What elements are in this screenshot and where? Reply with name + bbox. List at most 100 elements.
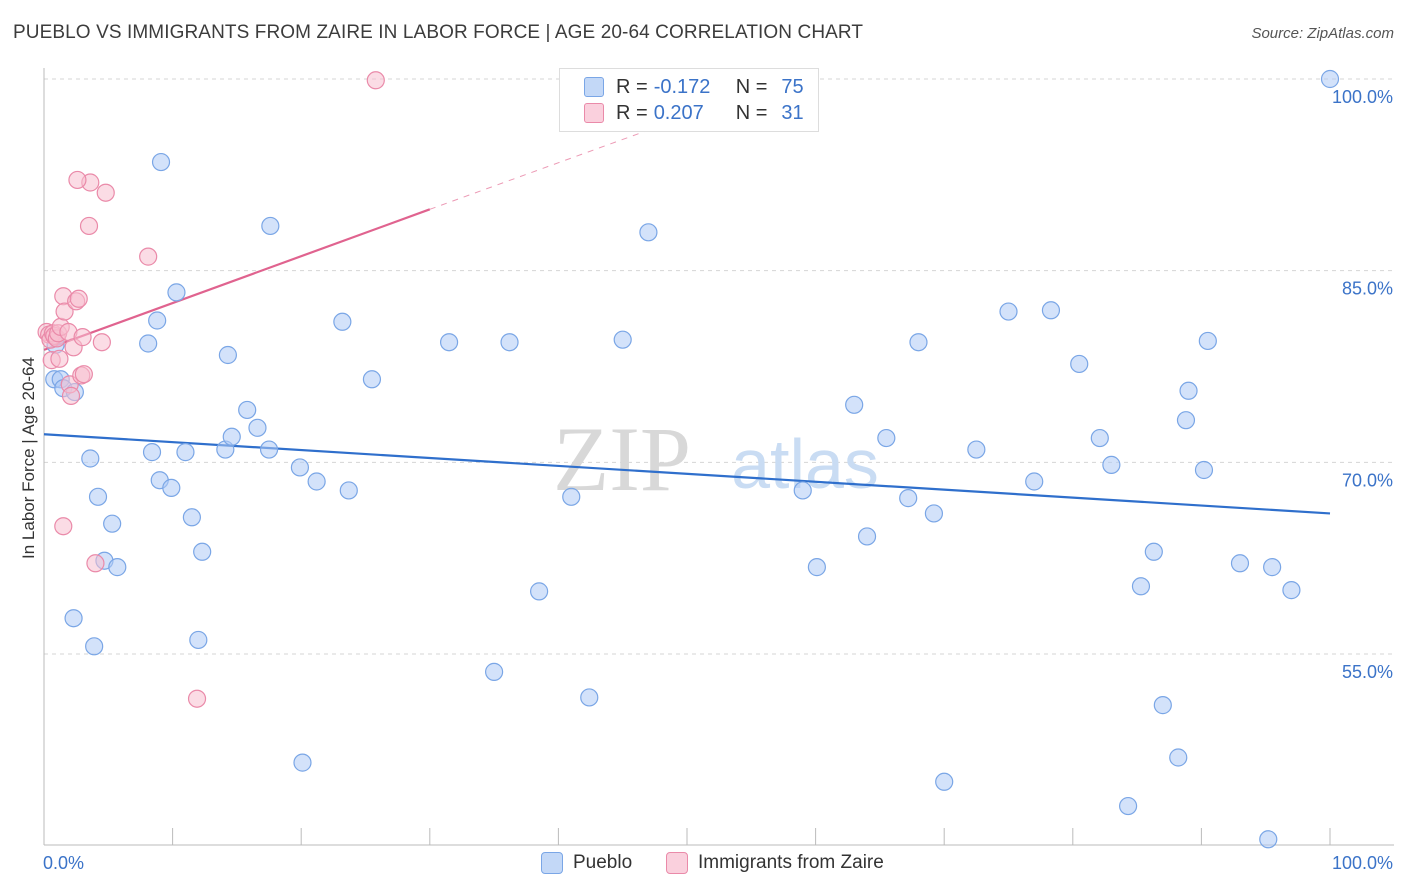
- pueblo-point: [639, 223, 658, 242]
- pueblo-point: [807, 558, 826, 577]
- pueblo-point: [1320, 69, 1340, 89]
- pueblo-point: [139, 334, 158, 353]
- stats-row-pueblo: R = -0.172 N = 75: [584, 75, 804, 99]
- y-tick-label: 85.0%: [1342, 279, 1393, 299]
- pueblo-point: [238, 400, 257, 420]
- pueblo-point: [193, 542, 212, 561]
- pueblo-point: [261, 216, 280, 236]
- zaire-point: [79, 216, 99, 236]
- pueblo-point: [967, 440, 986, 459]
- zaire-point: [366, 71, 385, 90]
- pueblo-point: [176, 443, 195, 462]
- pueblo-point: [1025, 472, 1044, 491]
- zaire-point: [68, 170, 87, 190]
- y-tick-label: 100.0%: [1332, 87, 1393, 107]
- pueblo-point: [1070, 354, 1089, 374]
- zaire-point: [54, 517, 73, 536]
- pueblo-point: [148, 311, 167, 330]
- pueblo-point: [613, 330, 632, 349]
- pueblo-point: [580, 688, 599, 707]
- zaire-point: [92, 333, 111, 352]
- zaire-trend-line: [43, 208, 431, 351]
- zaire-point: [50, 349, 69, 368]
- pueblo-point: [845, 395, 864, 414]
- pueblo-point: [259, 440, 279, 459]
- r-value-pueblo: -0.172: [653, 75, 711, 98]
- x-tick-label: 0.0%: [43, 853, 84, 873]
- tick-labels: 55.0% 70.0% 85.0% 100.0% 0.0% 100.0%: [43, 87, 1393, 873]
- zaire-point: [61, 386, 81, 405]
- zaire-point: [73, 328, 92, 347]
- zaire-trend-line: [429, 129, 649, 210]
- pueblo-point: [935, 772, 954, 791]
- pueblo-point: [142, 443, 162, 462]
- pueblo-point: [1230, 554, 1250, 573]
- pueblo-point: [162, 478, 181, 497]
- pueblo-trend-line: [43, 433, 1331, 515]
- pueblo-point: [167, 283, 186, 302]
- zaire-legend-swatch: [666, 852, 688, 874]
- pueblo-point: [857, 527, 877, 546]
- pueblo-point: [877, 428, 896, 448]
- pueblo-point: [290, 458, 310, 477]
- stats-legend: R = -0.172 N = 75 R = 0.207 N = 31: [559, 68, 819, 132]
- pueblo-point: [562, 487, 581, 506]
- trend-lines: [43, 129, 1331, 515]
- pueblo-point: [1041, 301, 1061, 320]
- pueblo-legend-swatch: [541, 852, 563, 874]
- r-value-zaire: 0.207: [653, 101, 704, 124]
- axes: [43, 68, 1394, 846]
- pueblo-point: [182, 508, 201, 527]
- pueblo-point: [293, 753, 312, 772]
- source-label: Source: ZipAtlas.com: [1251, 25, 1394, 42]
- y-axis-label: In Labor Force | Age 20-64: [19, 357, 38, 559]
- legend-item-zaire[interactable]: Immigrants from Zaire: [666, 852, 884, 874]
- grid-lines: [44, 78, 1394, 655]
- zaire-point: [74, 365, 93, 384]
- stats-row-zaire: R = 0.207 N = 31: [584, 101, 804, 125]
- pueblo-point: [1118, 796, 1138, 816]
- pueblo-point: [1259, 830, 1278, 849]
- pueblo-point: [88, 487, 108, 506]
- pueblo-point: [1179, 381, 1198, 400]
- pueblo-point: [189, 630, 208, 650]
- pueblo-swatch: [584, 77, 604, 97]
- pueblo-point: [339, 481, 358, 500]
- r-label: R =: [616, 101, 648, 124]
- zaire-point: [86, 554, 105, 573]
- pueblo-point: [530, 582, 549, 601]
- pueblo-point: [1090, 428, 1109, 448]
- legend-label-zaire: Immigrants from Zaire: [698, 852, 884, 873]
- r-label: R =: [616, 75, 648, 98]
- n-label: N =: [735, 101, 768, 124]
- pueblo-point: [1263, 558, 1282, 577]
- series-legend: Pueblo Immigrants from Zaire: [0, 852, 1406, 878]
- pueblo-point: [103, 514, 122, 533]
- pueblo-point: [1176, 411, 1196, 430]
- pueblo-point: [64, 609, 83, 628]
- y-tick-label: 55.0%: [1342, 662, 1393, 682]
- x-tick-label: 100.0%: [1332, 853, 1393, 873]
- y-tick-label: 70.0%: [1342, 470, 1393, 490]
- pueblo-point: [1144, 542, 1163, 561]
- pueblo-point: [500, 333, 519, 352]
- zaire-point: [139, 247, 158, 266]
- pueblo-point: [333, 312, 352, 331]
- pueblo-point: [222, 427, 241, 446]
- data-points: [37, 69, 1340, 849]
- n-value-pueblo: 75: [781, 75, 804, 98]
- legend-label-pueblo: Pueblo: [573, 852, 633, 873]
- pueblo-point: [793, 481, 812, 500]
- pueblo-point: [108, 558, 127, 577]
- zaire-swatch: [584, 103, 604, 123]
- zaire-point: [55, 302, 74, 321]
- pueblo-point: [307, 472, 326, 491]
- chart-title: PUEBLO VS IMMIGRANTS FROM ZAIRE IN LABOR…: [13, 22, 864, 43]
- legend-item-pueblo[interactable]: Pueblo: [541, 852, 632, 874]
- pueblo-point: [1194, 460, 1214, 480]
- pueblo-point: [81, 449, 100, 468]
- pueblo-point: [1153, 696, 1172, 715]
- pueblo-point: [362, 370, 382, 389]
- pueblo-point: [909, 333, 928, 352]
